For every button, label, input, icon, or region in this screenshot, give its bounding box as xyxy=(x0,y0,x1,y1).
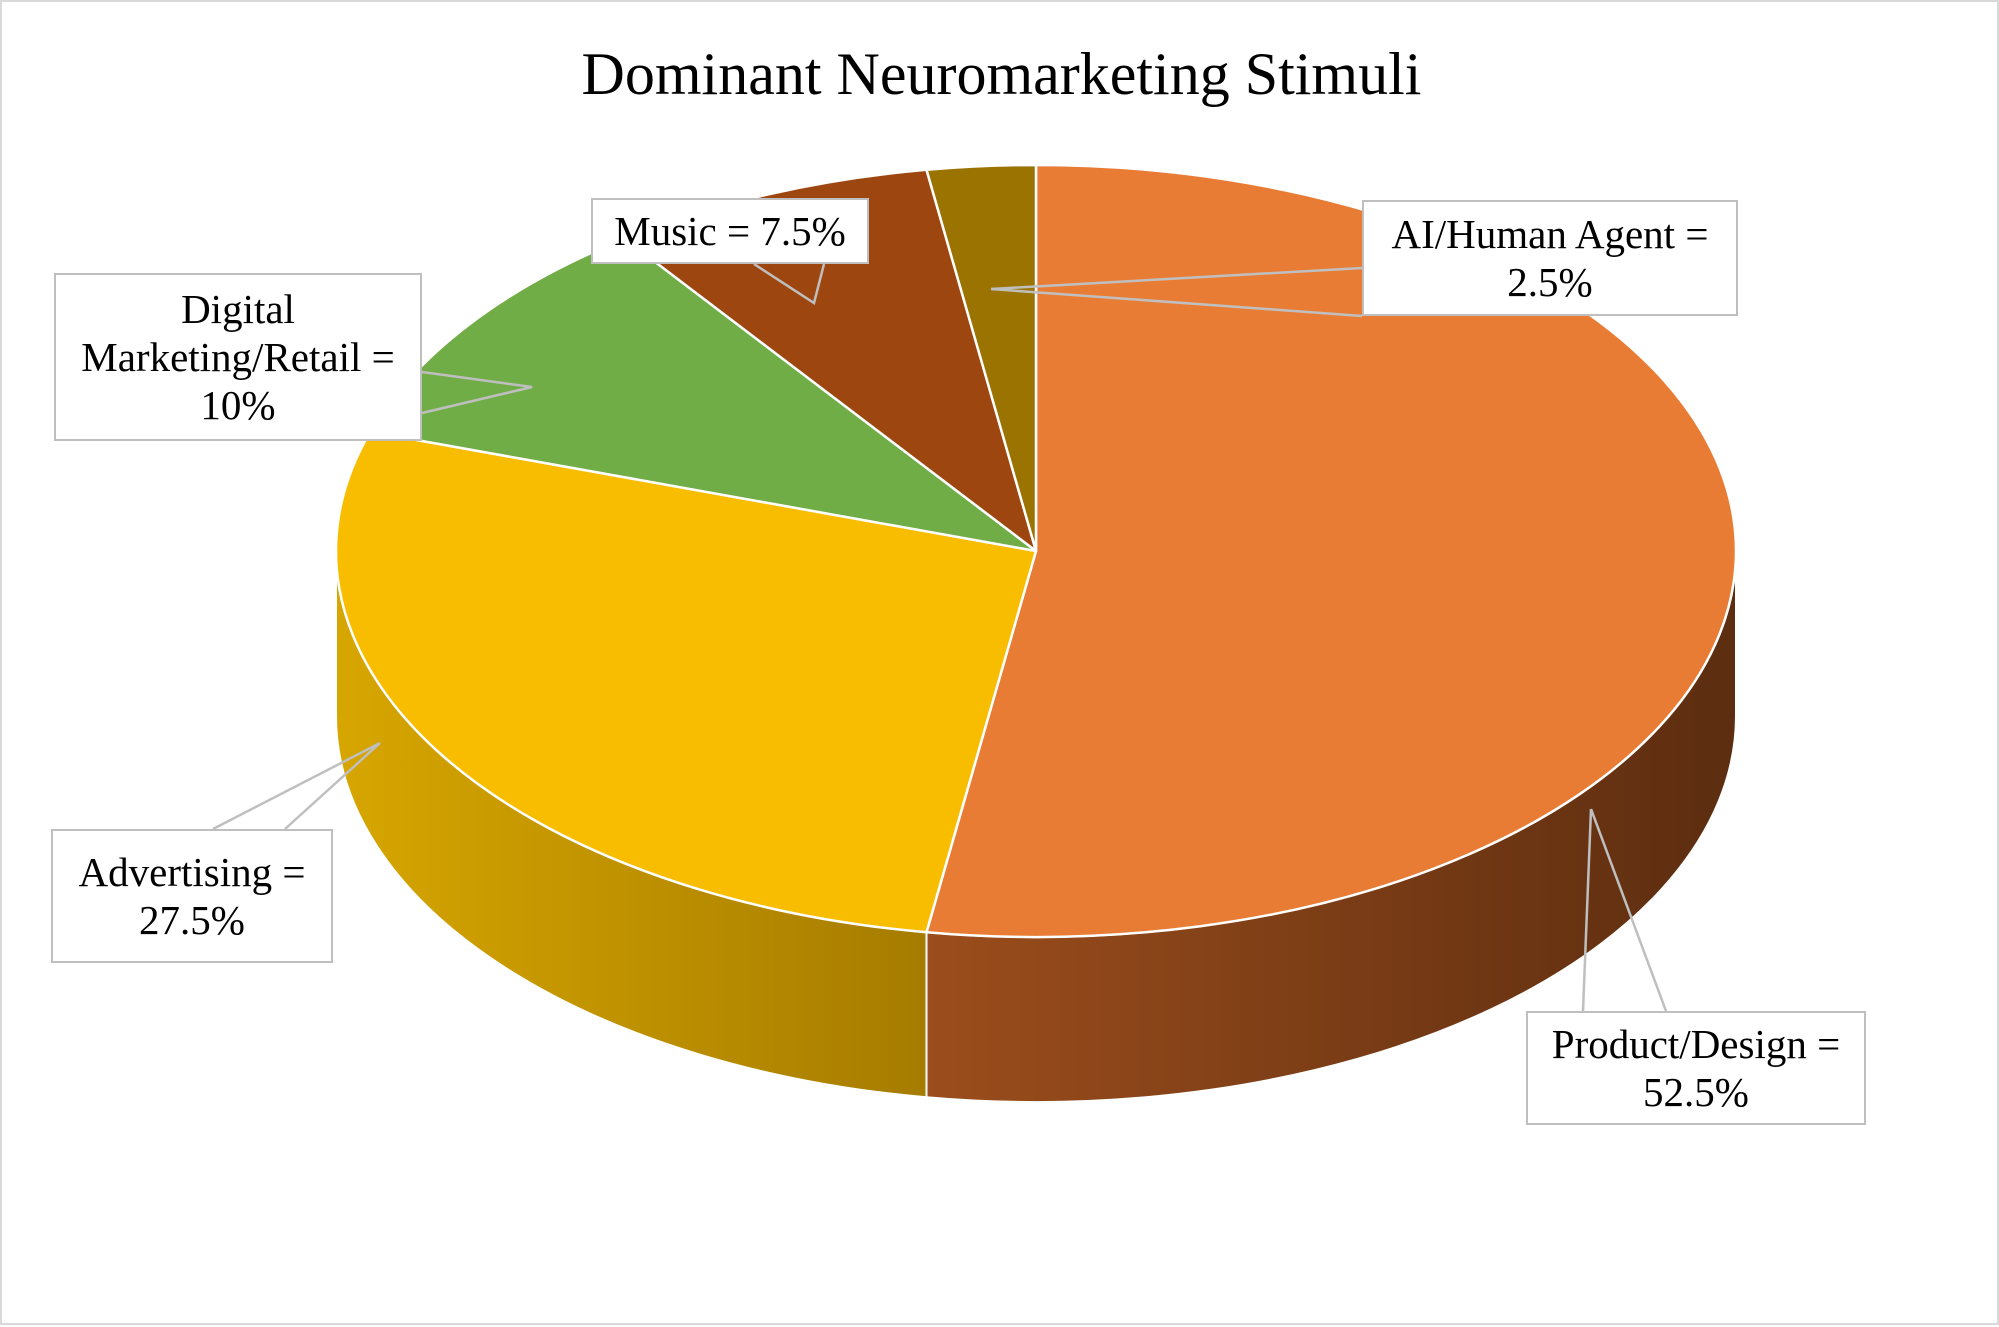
data-label-product-design: Product/Design = 52.5% xyxy=(1526,1011,1866,1125)
leader-product-design xyxy=(1581,808,1593,1012)
leader-ai-human-agent-2 xyxy=(990,287,1363,318)
chart-title: Dominant Neuromarketing Stimuli xyxy=(581,41,1422,107)
data-label-ai-human-agent: AI/Human Agent = 2.5% xyxy=(1362,200,1738,316)
data-label-line: AI/Human Agent = xyxy=(1391,211,1709,257)
data-label-line: 52.5% xyxy=(1643,1069,1749,1115)
leader-music xyxy=(753,262,826,305)
leader-product-design-2 xyxy=(1589,808,1668,1012)
pie-slice-ai-human-agent xyxy=(925,163,1038,553)
leader-ai-human-agent xyxy=(990,266,1363,291)
pie-slice-advertising xyxy=(334,430,1038,934)
pie-top xyxy=(334,163,1738,939)
leader-advertising xyxy=(212,741,381,831)
leader-lines xyxy=(212,262,1668,1012)
data-label-line: Digital xyxy=(181,286,295,332)
data-label-advertising: Advertising = 27.5% xyxy=(51,829,333,963)
data-label-line: 27.5% xyxy=(139,897,245,943)
data-label-line: Advertising = xyxy=(78,849,306,895)
data-label-line: 10% xyxy=(200,382,276,428)
data-label-line: Music = 7.5% xyxy=(614,208,846,254)
data-label-line: Marketing/Retail = xyxy=(81,334,395,380)
data-label-line: 2.5% xyxy=(1507,259,1593,305)
data-label-digital-marketing-retail: Digital Marketing/Retail = 10% xyxy=(54,273,422,441)
leader-digital-marketing-retail xyxy=(421,370,533,415)
leader-advertising-2 xyxy=(284,742,381,830)
data-label-line: Product/Design = xyxy=(1551,1021,1841,1067)
data-label-music: Music = 7.5% xyxy=(591,198,869,264)
